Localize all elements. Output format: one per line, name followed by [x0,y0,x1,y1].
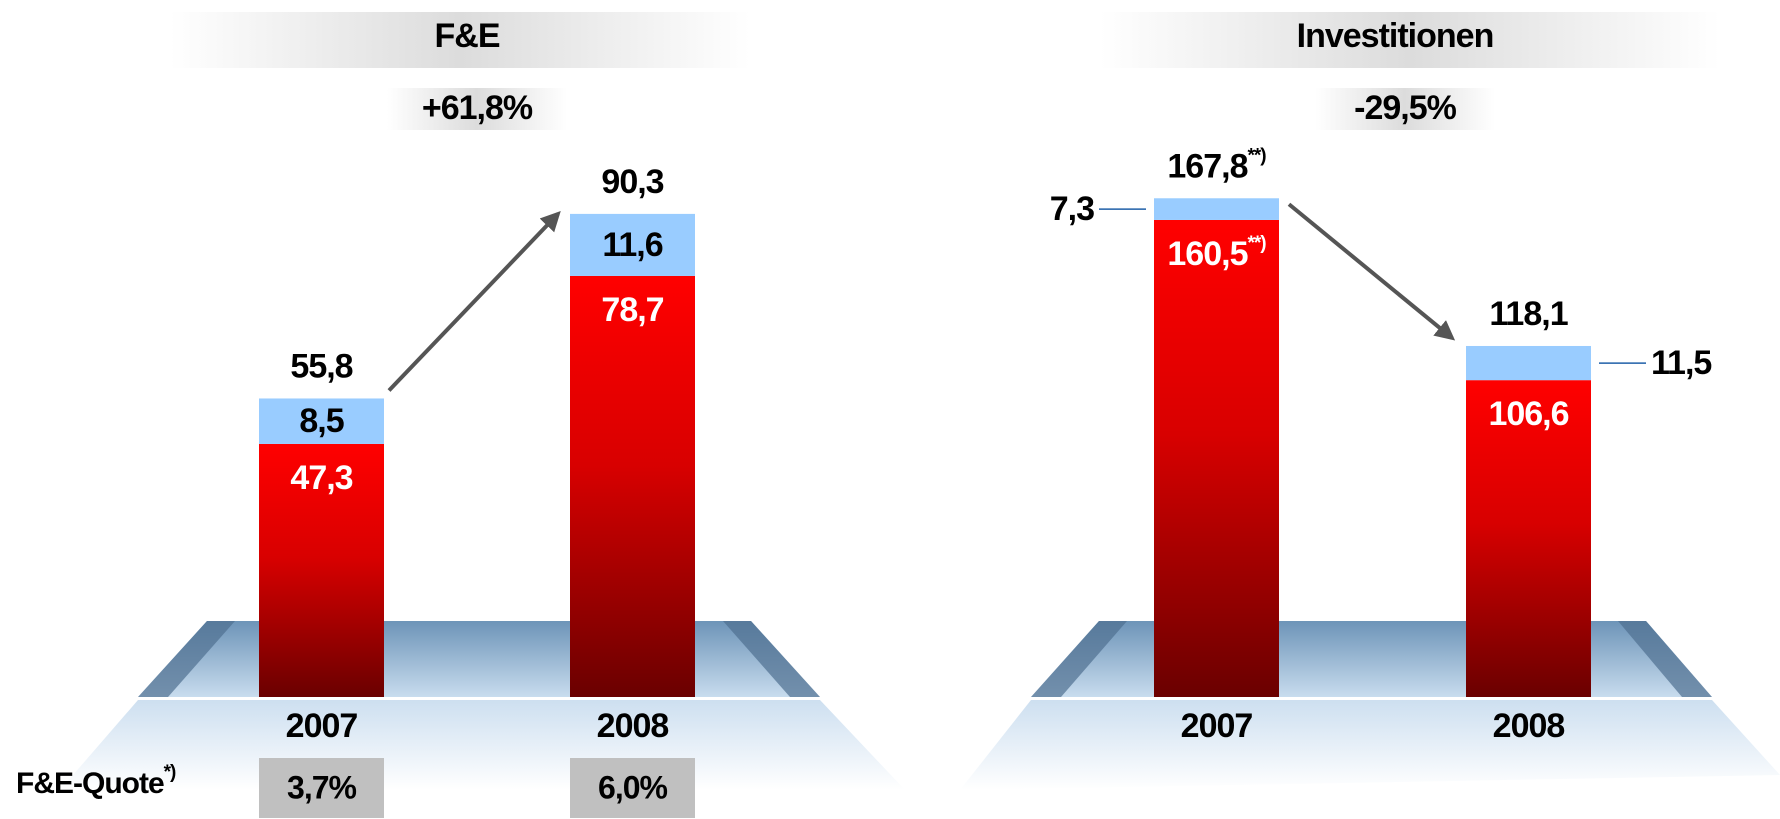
quote-box [570,758,695,818]
segment-label: 106,6 [1488,395,1568,433]
title-band [1100,12,1720,68]
quote-label: 3,7% [287,769,356,805]
title-band [170,12,750,68]
bar-segment-top [259,398,384,444]
quote-title-text: F&E-Quote [16,767,164,800]
change-annotation: -29,5% [1354,89,1456,127]
trend-arrow [387,211,561,392]
bar-segment-main [1466,380,1591,697]
x-tick-label: 2008 [1493,707,1565,745]
quote-title: F&E-Quote*) [16,762,176,800]
segment-label: 8,5 [299,402,343,440]
segment-label: 160,5**) [1167,233,1266,273]
footnote-mark: *) [164,762,176,783]
segment-label: 47,3 [290,459,352,497]
total-label-text: 167,8 [1167,147,1247,185]
segment-label: 78,7 [601,291,663,329]
chart-title: F&E [435,17,500,55]
total-label-text: 55,8 [290,347,352,385]
platform-left [60,621,905,790]
trend-arrow [1287,202,1456,341]
x-tick-label: 2008 [597,707,669,745]
segment-label: 11,6 [602,226,662,264]
bar-segment-main [570,275,695,697]
total-label-text: 118,1 [1489,295,1567,333]
segment-label: 7,3 [1050,190,1094,228]
segment-label-text: 106,6 [1488,395,1568,433]
total-label-text: 90,3 [601,163,663,201]
segment-label-text: 11,5 [1651,344,1711,382]
bar-segment-top [1466,345,1591,381]
segment-label-text: 160,5 [1167,235,1247,273]
x-tick-label: 2007 [286,707,358,745]
segment-label: 11,5 [1651,344,1711,382]
change-annotation: +61,8% [422,89,533,127]
segment-label-text: 78,7 [601,291,663,329]
quote-box [259,758,384,818]
total-label: 167,8**) [1167,145,1266,185]
segment-label-text: 11,6 [602,226,662,264]
total-label: 90,3 [601,163,663,201]
bar-segment-top [570,213,695,276]
bar-segment-top [1154,198,1279,220]
footnote-mark: **) [1247,233,1266,254]
total-label: 118,1 [1489,295,1567,333]
segment-label-text: 47,3 [290,459,352,497]
annotation-band [387,88,567,130]
chart-title: Investitionen [1297,17,1494,55]
segment-label-text: 8,5 [299,402,343,440]
footnote-mark: **) [1247,145,1266,166]
segment-label-text: 7,3 [1050,190,1094,228]
total-label: 55,8 [290,347,352,385]
x-tick-label: 2007 [1181,707,1253,745]
bar-segment-main [259,443,384,697]
platform-right [960,621,1780,790]
bar-segment-main [1154,219,1279,698]
annotation-band [1315,88,1495,130]
quote-label: 6,0% [598,769,667,805]
